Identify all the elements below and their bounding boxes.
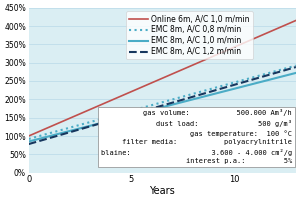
X-axis label: Years: Years — [149, 186, 175, 196]
Text: gas volume:           500.000 Am³/h
dust load:              500 g/m³
gas tempera: gas volume: 500.000 Am³/h dust load: 500… — [100, 109, 292, 164]
Legend: Online 6m, A/C 1,0 m/min, EMC 8m, A/C 0,8 m/min, EMC 8m, A/C 1,0 m/min, EMC 8m, : Online 6m, A/C 1,0 m/min, EMC 8m, A/C 0,… — [126, 11, 253, 59]
